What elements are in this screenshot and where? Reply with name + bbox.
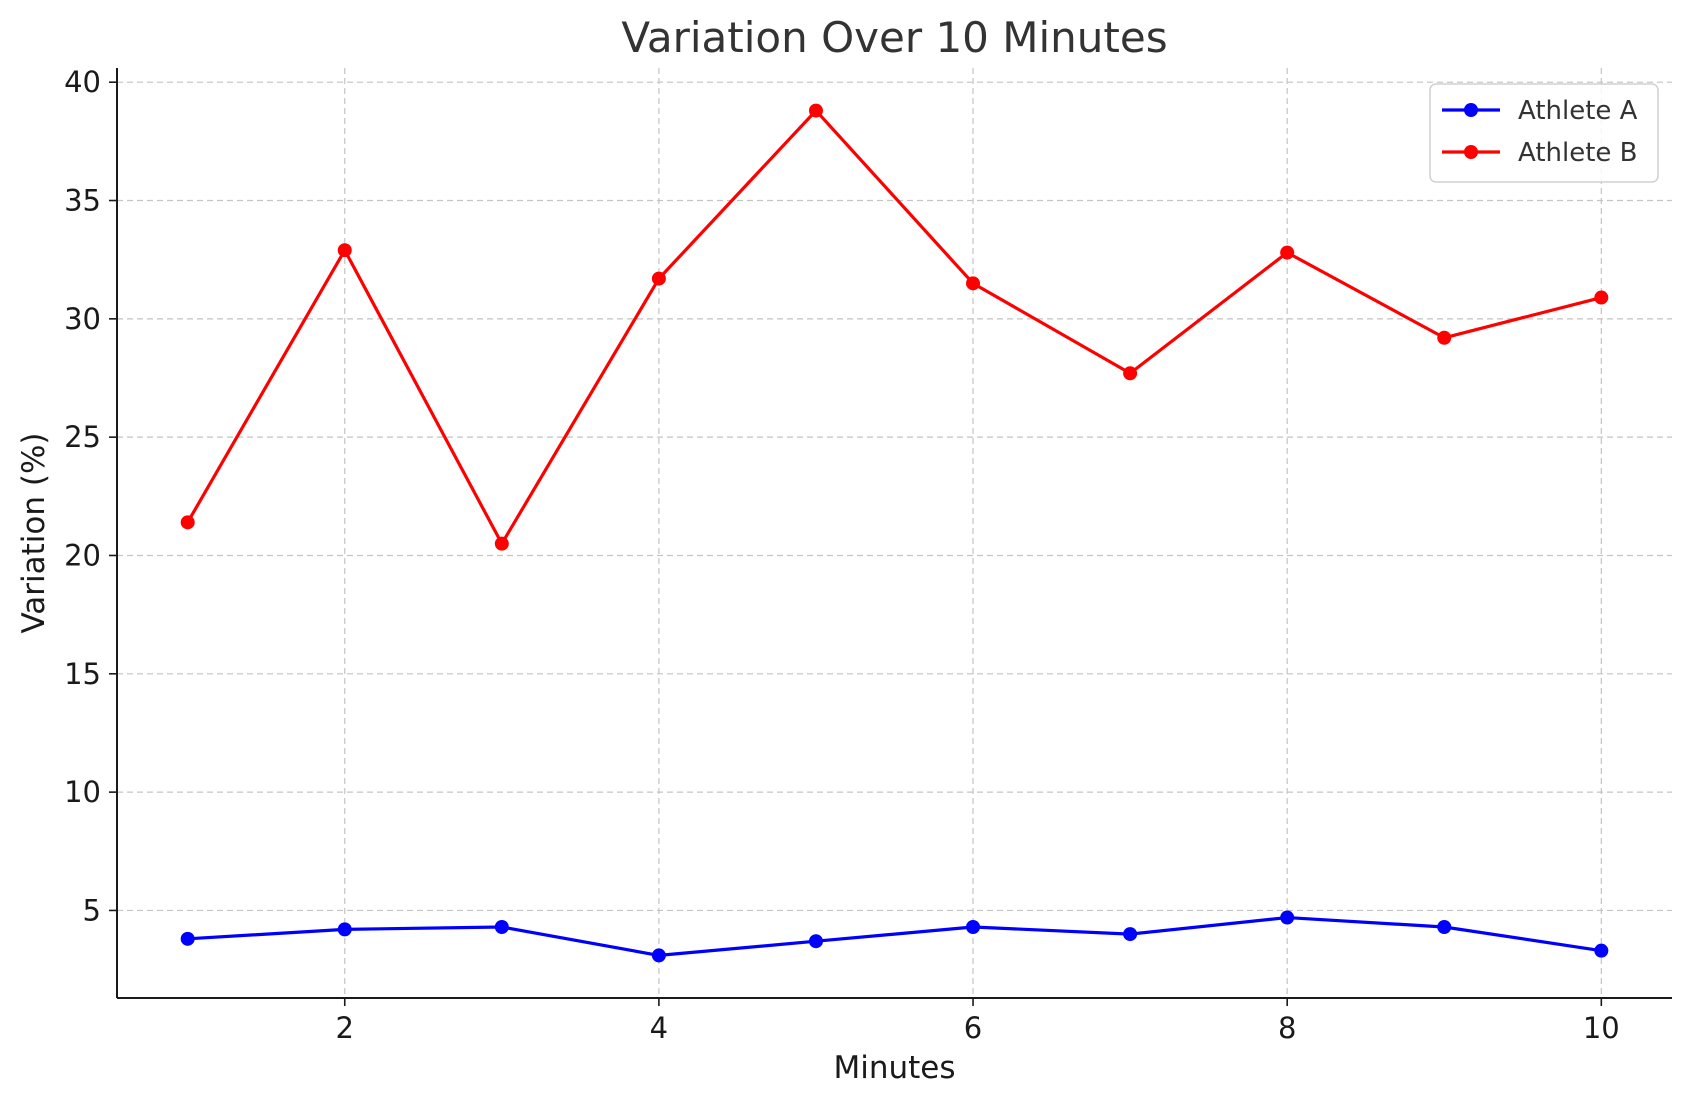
data-point-athlete-a	[651, 948, 666, 963]
legend-label: Athlete B	[1518, 138, 1638, 168]
data-point-athlete-a	[1594, 943, 1609, 958]
y-tick-label: 40	[64, 65, 101, 99]
data-point-athlete-a	[1280, 910, 1295, 925]
chart-title: Variation Over 10 Minutes	[621, 13, 1167, 62]
data-point-athlete-b	[651, 271, 666, 286]
y-tick-label: 15	[64, 657, 101, 691]
series-athlete-a	[180, 910, 1609, 963]
legend-swatch-marker	[1464, 103, 1478, 117]
data-point-athlete-b	[966, 276, 981, 291]
data-point-athlete-a	[494, 920, 509, 935]
y-tick-label: 35	[64, 184, 101, 218]
grid	[117, 68, 1672, 998]
data-point-athlete-a	[1123, 927, 1138, 942]
data-point-athlete-b	[180, 515, 195, 530]
legend-item-athlete-b: Athlete B	[1442, 138, 1638, 168]
y-axis-title: Variation (%)	[16, 432, 52, 633]
series-line-athlete-b	[186, 108, 1602, 546]
data-point-athlete-a	[337, 922, 352, 937]
y-tick-label: 20	[64, 538, 101, 572]
legend-swatch-marker	[1464, 145, 1478, 159]
data-point-athlete-a	[966, 920, 981, 935]
y-tick-label: 10	[64, 775, 101, 809]
y-tick-label: 25	[64, 420, 101, 454]
data-point-athlete-b	[1437, 330, 1452, 345]
data-point-athlete-a	[1437, 920, 1452, 935]
series-line-athlete-a	[187, 915, 1602, 958]
legend-label: Athlete A	[1518, 96, 1638, 126]
x-tick-label: 8	[1278, 1011, 1296, 1045]
series-layer	[180, 103, 1609, 963]
legend: Athlete A Athlete B	[1429, 83, 1659, 183]
y-tick-label: 5	[83, 893, 101, 927]
axes: 2 4 6 8 10 5 10 15 20 25 30 35 40	[64, 65, 1672, 1045]
x-tick-label: 4	[650, 1011, 668, 1045]
x-tick-label: 6	[964, 1011, 982, 1045]
data-point-athlete-b	[1594, 290, 1609, 305]
data-point-athlete-a	[808, 934, 823, 949]
data-point-athlete-b	[1123, 366, 1138, 381]
x-axis-title: Minutes	[833, 1050, 955, 1086]
data-point-athlete-b	[494, 536, 509, 551]
data-point-athlete-b	[808, 103, 823, 118]
data-point-athlete-b	[1280, 245, 1295, 260]
x-tick-label: 10	[1583, 1011, 1620, 1045]
x-tick-label: 2	[336, 1011, 354, 1045]
series-athlete-b	[180, 103, 1609, 551]
legend-item-athlete-a: Athlete A	[1442, 96, 1638, 126]
data-point-athlete-a	[180, 931, 195, 946]
data-point-athlete-b	[337, 243, 352, 258]
y-tick-label: 30	[64, 302, 101, 336]
